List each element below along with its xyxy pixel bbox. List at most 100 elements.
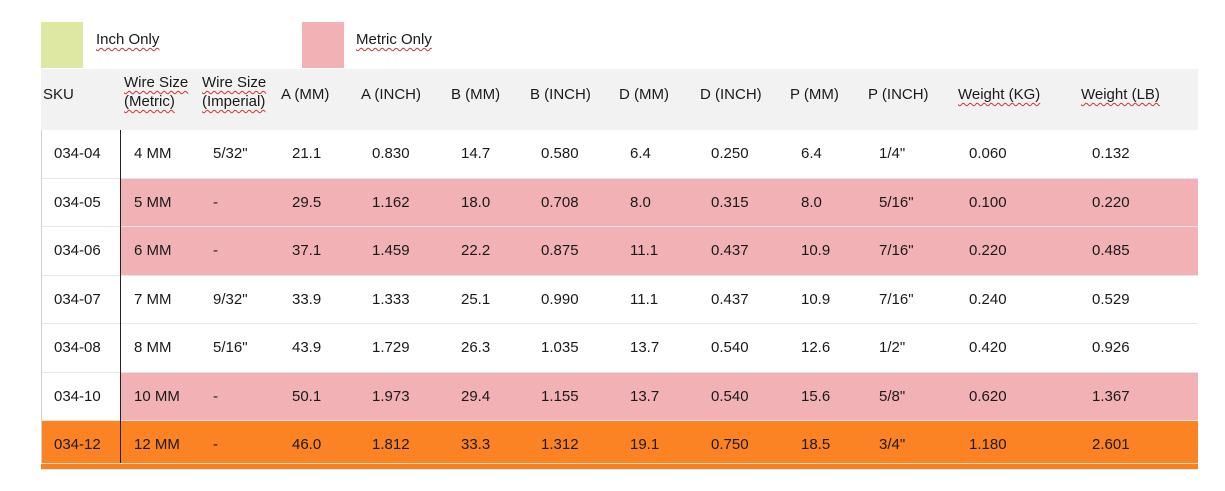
header-sku: SKU (43, 86, 74, 103)
cell-weight-lb: 0.529 (1092, 290, 1130, 308)
cell-d-inch: 0.437 (711, 290, 749, 308)
inch-only-swatch (41, 22, 83, 68)
cell-b-inch: 1.312 (541, 436, 579, 453)
cell-d-inch: 0.540 (711, 339, 749, 356)
cell-a-inch: 1.333 (372, 290, 410, 308)
cell-d-inch: 0.750 (711, 436, 749, 453)
cell-sku: 034-05 (54, 193, 101, 211)
cell-wire-imperial: 5/16" (213, 339, 248, 356)
table-row: 034-10 10 MM - 50.1 1.973 29.4 1.155 13.7 0.540 1… (41, 372, 1198, 421)
table-header-band (41, 69, 1079, 130)
cell-d-inch: 0.437 (711, 242, 749, 259)
table-row: 034-07 7 MM 9/32" 33.9 1.333 25.1 0.990 11.1 0.4… (41, 276, 1198, 324)
table-row: 034-04 4 MM 5/32" 21.1 0.830 14.7 0.580 6.4 0.25… (41, 130, 1198, 179)
table-body: 034-04 4 MM 5/32" 21.1 0.830 14.7 0.580 6.4 0.25… (41, 130, 1198, 470)
cell-d-mm: 6.4 (630, 145, 651, 162)
cell-sku: 034-08 (54, 339, 101, 356)
cell-p-inch: 5/8" (879, 387, 906, 405)
cell-weight-kg: 0.100 (969, 193, 1007, 211)
cell-weight-kg: 0.060 (969, 145, 1007, 162)
cell-p-mm: 15.6 (801, 387, 831, 405)
cell-b-mm: 18.0 (461, 193, 491, 211)
header-weight-kg: Weight (KG) (958, 86, 1041, 103)
cell-wire-imperial: - (213, 193, 218, 211)
cell-a-mm: 29.5 (292, 193, 322, 211)
header-wire-size-metric: Wire Size (Metric) (124, 73, 188, 111)
cell-d-mm: 19.1 (630, 436, 660, 453)
cell-wire-metric: 12 MM (134, 436, 180, 453)
cell-d-mm: 11.1 (630, 290, 659, 308)
cell-b-inch: 0.875 (541, 242, 579, 259)
cell-wire-metric: 6 MM (134, 242, 172, 259)
header-wire-size-metric-line1: Wire Size (124, 74, 189, 91)
cell-d-mm: 13.7 (630, 387, 660, 405)
cell-sku: 034-10 (54, 387, 101, 405)
header-wire-size-metric-line2: (Metric) (124, 93, 175, 110)
cell-wire-imperial: - (213, 436, 218, 453)
cell-a-inch: 1.729 (372, 339, 410, 356)
cell-d-mm: 8.0 (630, 193, 651, 211)
cell-sku: 034-04 (54, 145, 101, 162)
table-row: 034-08 8 MM 5/16" 43.9 1.729 26.3 1.035 13.7 0.5… (41, 324, 1198, 373)
cell-b-inch: 1.155 (541, 387, 579, 405)
header-a-inch: A (INCH) (361, 86, 421, 103)
cell-p-mm: 10.9 (801, 242, 831, 259)
cell-p-mm: 8.0 (801, 193, 822, 211)
cell-weight-lb: 0.926 (1092, 339, 1130, 356)
cell-p-inch: 1/2" (879, 339, 906, 356)
cell-wire-metric: 8 MM (134, 339, 172, 356)
cell-a-inch: 0.830 (372, 145, 410, 162)
cell-b-mm: 22.2 (461, 242, 491, 259)
cell-p-mm: 6.4 (801, 145, 822, 162)
cell-d-inch: 0.250 (711, 145, 749, 162)
cell-a-mm: 50.1 (292, 387, 322, 405)
row-background (121, 421, 1198, 469)
cell-b-mm: 26.3 (461, 339, 491, 356)
cell-weight-lb: 0.485 (1092, 242, 1130, 259)
header-d-inch: D (INCH) (700, 86, 762, 103)
cell-weight-lb: 1.367 (1092, 387, 1130, 405)
cell-a-inch: 1.162 (372, 193, 410, 211)
row-background (121, 178, 1198, 226)
inch-only-label: Inch Only (96, 31, 160, 48)
header-b-mm: B (MM) (451, 86, 501, 103)
cell-a-mm: 33.9 (292, 290, 322, 308)
cell-sku: 034-12 (54, 436, 101, 453)
cell-p-mm: 10.9 (801, 290, 831, 308)
cell-weight-lb: 0.220 (1092, 193, 1130, 211)
cell-d-inch: 0.540 (711, 387, 749, 405)
cell-weight-kg: 0.420 (969, 339, 1007, 356)
cell-b-inch: 0.580 (541, 145, 579, 162)
header-wire-size-imperial-line1: Wire Size (202, 74, 267, 91)
header-p-mm: P (MM) (790, 86, 839, 103)
cell-wire-imperial: - (213, 242, 218, 259)
cell-p-inch: 5/16" (879, 193, 914, 211)
row-background (121, 130, 1198, 178)
cell-d-inch: 0.315 (711, 193, 749, 211)
cell-b-mm: 33.3 (461, 436, 491, 453)
metric-only-swatch (302, 22, 344, 68)
table-row: 034-05 5 MM - 29.5 1.162 18.0 0.708 8.0 0.315 8.0… (41, 178, 1198, 227)
cell-a-mm: 43.9 (292, 339, 322, 356)
cell-b-mm: 29.4 (461, 387, 491, 405)
cell-weight-kg: 1.180 (969, 436, 1007, 453)
cell-weight-kg: 0.240 (969, 290, 1007, 308)
table-row: 034-12 12 MM - 46.0 1.812 33.3 1.312 19.1 0.750 1… (41, 421, 1198, 470)
row-background (121, 324, 1198, 372)
cell-p-mm: 18.5 (801, 436, 831, 453)
row-background (121, 227, 1198, 275)
cell-a-inch: 1.812 (372, 436, 410, 453)
table-bottom-rule (41, 463, 1198, 464)
cell-b-mm: 14.7 (461, 145, 491, 162)
cell-wire-imperial: - (213, 387, 218, 405)
cell-p-inch: 7/16" (879, 290, 914, 308)
table-bottom-strip (41, 464, 1198, 469)
cell-b-mm: 25.1 (461, 290, 491, 308)
cell-wire-metric: 4 MM (134, 145, 172, 162)
cell-wire-metric: 5 MM (134, 193, 172, 211)
cell-b-inch: 0.990 (541, 290, 579, 308)
cell-weight-kg: 0.620 (969, 387, 1007, 405)
header-wire-size-imperial: Wire Size (Imperial) (202, 73, 266, 111)
cell-a-inch: 1.459 (372, 242, 410, 259)
header-b-inch: B (INCH) (530, 86, 591, 103)
